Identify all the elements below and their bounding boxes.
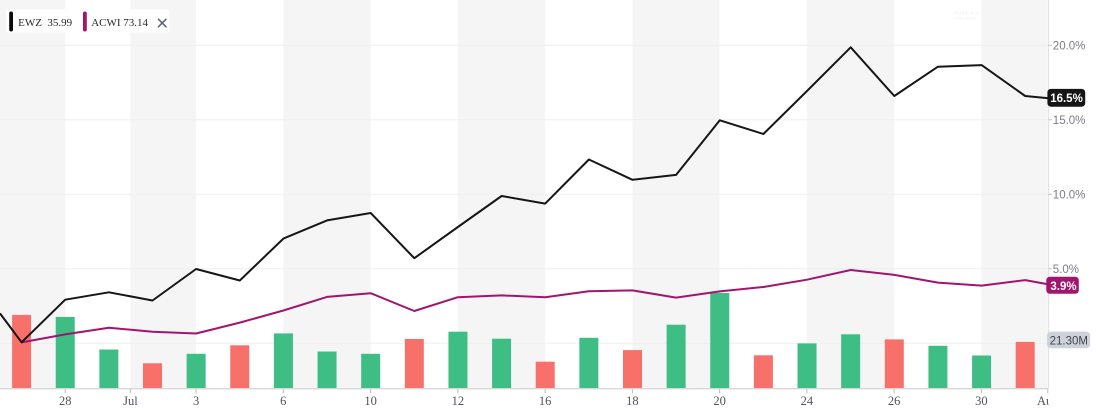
svg-text:FINANCE: FINANCE [956, 16, 977, 21]
svg-text:24: 24 [801, 394, 814, 408]
svg-text:ACWI 73.14: ACWI 73.14 [91, 17, 148, 29]
svg-text:21.30M: 21.30M [1050, 336, 1088, 348]
svg-text:3.9%: 3.9% [1050, 281, 1076, 293]
svg-text:Jul: Jul [123, 394, 138, 408]
svg-text:YAHOO!: YAHOO! [954, 10, 979, 17]
svg-text:15.0%: 15.0% [1053, 115, 1086, 127]
svg-text:3: 3 [193, 394, 199, 408]
svg-text:20.0%: 20.0% [1053, 40, 1086, 52]
svg-text:18: 18 [626, 394, 639, 408]
svg-text:EWZ 35.99: EWZ 35.99 [18, 17, 73, 29]
svg-text:Aug: Aug [1037, 394, 1059, 408]
svg-text:5.0%: 5.0% [1053, 264, 1079, 276]
svg-text:16: 16 [539, 394, 552, 408]
svg-text:20: 20 [713, 394, 726, 408]
svg-text:16.5%: 16.5% [1050, 93, 1083, 105]
svg-text:26: 26 [888, 394, 901, 408]
svg-text:6: 6 [280, 394, 286, 408]
svg-text:28: 28 [59, 394, 72, 408]
svg-text:10: 10 [364, 394, 377, 408]
svg-text:12: 12 [452, 394, 465, 408]
svg-text:30: 30 [975, 394, 988, 408]
svg-text:10.0%: 10.0% [1053, 189, 1086, 201]
